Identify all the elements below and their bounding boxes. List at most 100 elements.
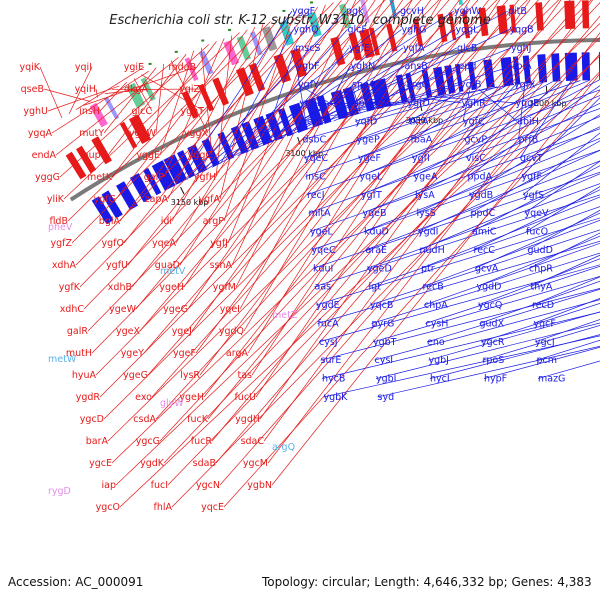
gene-label: mazG — [538, 374, 565, 385]
gene-leader-line — [374, 299, 600, 361]
gene-label: insC — [306, 171, 327, 182]
tick-mark — [180, 186, 185, 195]
gene-label: gcvT — [520, 153, 543, 164]
gene-leader-line — [235, 0, 385, 288]
gene-label: ygeD — [367, 263, 392, 274]
gene-label: idi — [161, 216, 172, 227]
gene-label: ygfB — [460, 80, 482, 91]
gene-label: dsbC — [303, 135, 327, 146]
gene-label: ygdI — [418, 227, 438, 238]
gene-leader-line — [302, 87, 488, 141]
gene-label: yqiH — [75, 84, 96, 95]
gene-label: iap — [102, 480, 117, 491]
gene-label: glcB — [457, 43, 477, 54]
gene-label: yqeC — [304, 153, 328, 164]
gene-label: exo — [135, 392, 152, 403]
gene-label: yqfD — [355, 116, 377, 127]
gene-label: dkgA — [124, 84, 149, 95]
gene-leader-line — [67, 21, 271, 222]
gene-leader-line — [99, 0, 498, 398]
gene-leader-line — [419, 173, 600, 251]
gene-label: ygqA — [28, 128, 53, 139]
gene-leader-line — [320, 288, 600, 361]
gene-label: ygcM — [243, 458, 268, 469]
gene-leader-line — [178, 10, 293, 184]
gene-leader-line — [354, 93, 452, 122]
gene-leader-line — [175, 6, 318, 244]
gene-label: ygbT — [373, 337, 397, 348]
gene-label: cysH — [426, 319, 449, 330]
gene-leader-line — [422, 219, 600, 288]
gene-label: ygfX — [514, 80, 536, 91]
gene-label: sdaC — [241, 436, 265, 447]
gene-label: lgt — [369, 282, 382, 293]
gene-label: syd — [378, 392, 395, 403]
gene-label: endA — [32, 150, 57, 161]
gene-label: ygcR — [481, 337, 505, 348]
reverse-feature — [236, 67, 254, 97]
forward-feature — [116, 181, 138, 211]
gene-leader-line — [333, 65, 459, 122]
gene-label: kduD — [364, 227, 389, 238]
gene-label: ygbJ — [429, 355, 449, 366]
gene-leader-line — [353, 101, 406, 104]
gene-label: yqeC — [312, 245, 336, 256]
forward-feature — [163, 154, 187, 185]
gene-leader-line — [151, 0, 509, 398]
gene-leader-line — [223, 13, 295, 222]
gene-label: ppdA — [468, 171, 493, 182]
gene-label: ygeJ — [172, 326, 192, 337]
gene-leader-line — [263, 47, 296, 146]
gene-label: glcC — [131, 106, 152, 117]
gene-label: chpA — [424, 300, 448, 311]
gene-leader-line — [167, 26, 256, 200]
gene-label: recC — [474, 245, 496, 256]
gene-leader-line — [360, 95, 600, 196]
gene-leader-line — [411, 81, 553, 159]
gene-leader-line — [203, 10, 455, 172]
gene-leader-line — [312, 171, 600, 269]
gene-label: yghQ — [294, 24, 319, 35]
gene-leader-line — [200, 47, 213, 156]
gene-label: ygeY — [121, 348, 144, 359]
gene-leader-line — [407, 99, 415, 104]
forward-feature — [129, 173, 153, 203]
reverse-feature — [461, 10, 471, 39]
cog-feature — [389, 0, 397, 17]
gene-leader-line — [462, 90, 470, 122]
forward-feature — [143, 167, 162, 196]
gene-leader-line — [377, 345, 600, 398]
gene-leader-line — [195, 0, 460, 354]
gene-leader-line — [155, 64, 165, 134]
gene-leader-line — [305, 80, 581, 177]
gene-leader-line — [71, 11, 303, 244]
gene-label: fucR — [191, 436, 213, 447]
gene-label: sdaB — [193, 458, 216, 469]
gene-label: ygcF — [534, 319, 556, 330]
gene-leader-line — [474, 212, 600, 269]
gene-leader-line — [119, 18, 279, 222]
gene-leader-line — [47, 85, 120, 112]
gene-leader-line — [308, 108, 600, 214]
gene-label: fucA — [318, 319, 340, 330]
gene-label: yliK — [47, 194, 65, 205]
gene-label: ygiZ — [179, 84, 200, 95]
gene-label: ygeH — [179, 392, 204, 403]
accession-text: Accession: AC_000091 — [8, 575, 143, 589]
gene-leader-line — [289, 47, 458, 137]
gene-leader-line — [426, 288, 600, 343]
reverse-feature — [359, 28, 375, 59]
gene-leader-line — [480, 303, 600, 343]
gene-leader-line — [191, 0, 432, 332]
gene-label: fucK — [187, 414, 209, 425]
gene-leader-line — [530, 254, 600, 288]
gene-label: fldB — [49, 216, 68, 227]
gene-label: qseB — [21, 84, 44, 95]
gene-leader-line — [183, 0, 376, 288]
gene-label: rpoS — [483, 355, 505, 366]
gene-leader-line — [478, 88, 518, 122]
reverse-feature — [582, 0, 590, 29]
gene-label: ygfG — [94, 194, 116, 205]
gene-label: nupG — [83, 150, 108, 161]
gene-label: fucU — [234, 392, 256, 403]
